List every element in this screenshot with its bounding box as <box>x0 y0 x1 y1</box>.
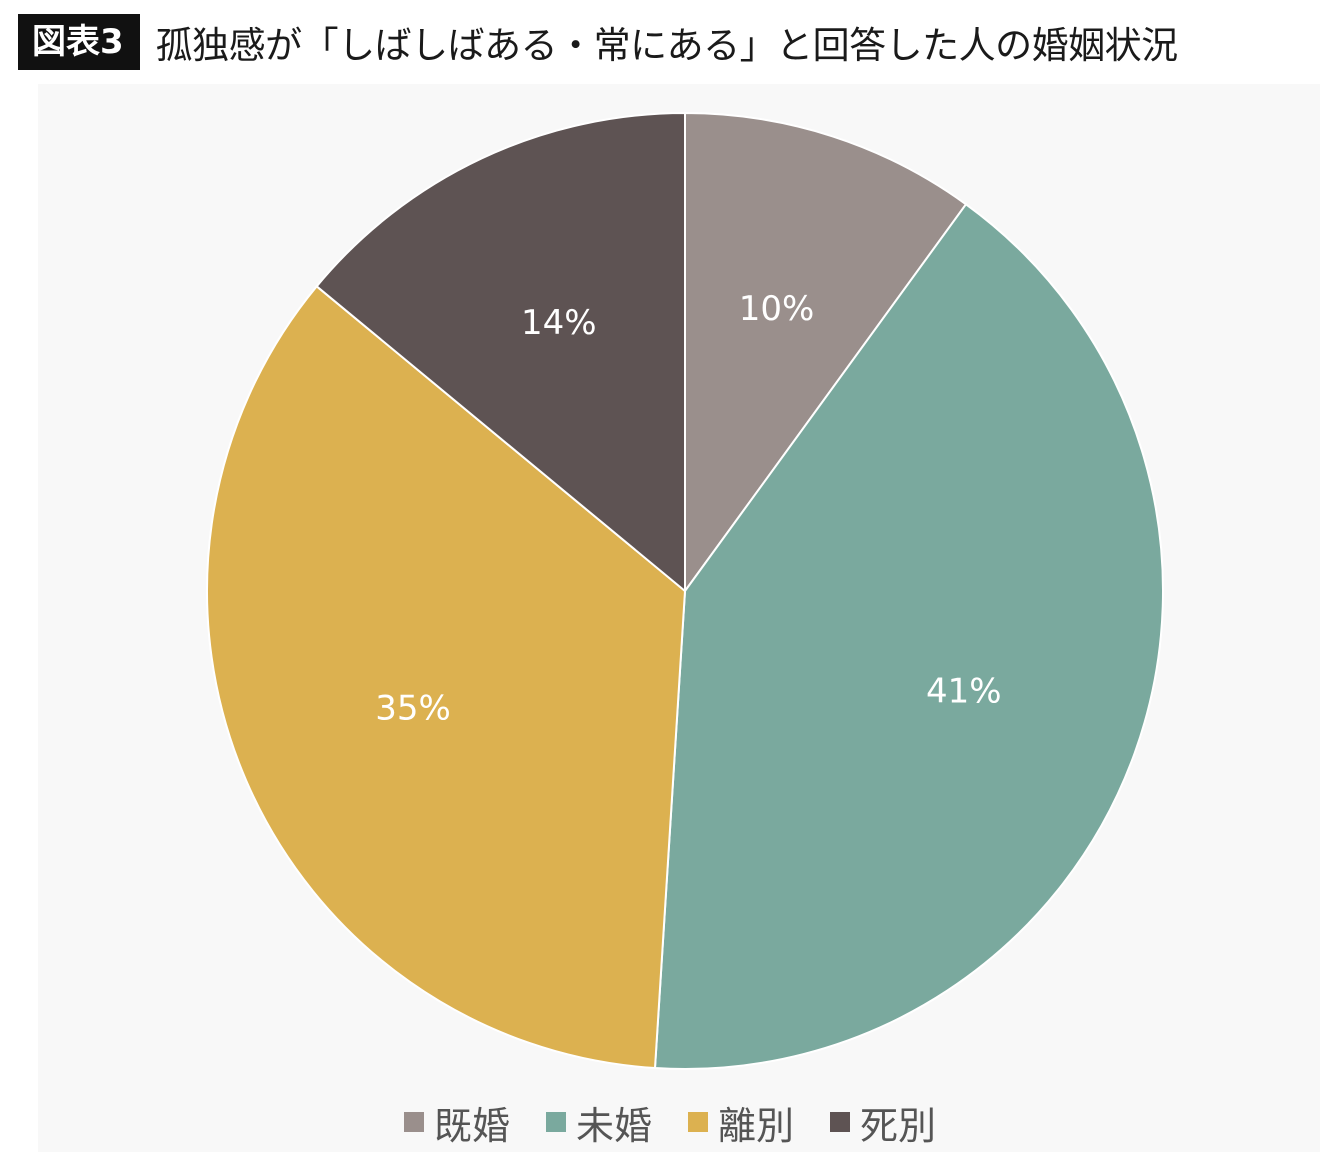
pie-slice-3 <box>206 284 687 1070</box>
figure-label: 図表3 <box>18 14 140 70</box>
pie-slice-label-3: 35% <box>375 689 451 729</box>
pie-slice-4 <box>315 111 686 594</box>
legend-item-2: 未婚 <box>545 1095 652 1150</box>
legend-item-3: 離別 <box>688 1095 794 1150</box>
pie-slice-1 <box>684 111 968 595</box>
pie-slice-label-2: 41% <box>926 671 1002 711</box>
chart-legend: 既婚 未婚 離別 死別 <box>0 1094 1340 1150</box>
pie-slice-label-4: 14% <box>521 303 597 343</box>
chart-title: 孤独感が「しばしばある・常にある」と回答した人の婚姻状況 <box>155 24 1179 67</box>
legend-label-4: 死別 <box>860 1103 937 1148</box>
legend-label-1: 既婚 <box>433 1103 510 1148</box>
chart-header: 図表3 孤独感が「しばしばある・常にある」と回答した人の婚姻状況 <box>18 14 1178 70</box>
legend-swatch-3 <box>688 1112 708 1132</box>
pie-slice-label-1: 10% <box>739 289 815 329</box>
pie-slice-labels: 10% 41% 35% 14% <box>375 289 1001 729</box>
legend-item-4: 死別 <box>830 1095 936 1150</box>
legend-label-3: 離別 <box>718 1103 795 1148</box>
legend-swatch-1 <box>403 1112 424 1132</box>
pie-slice-2 <box>653 202 1164 1070</box>
legend-swatch-2 <box>545 1112 566 1132</box>
legend-item-1: 既婚 <box>403 1095 510 1150</box>
legend-swatch-4 <box>830 1112 851 1132</box>
legend-label-2: 未婚 <box>575 1103 652 1148</box>
pie-slices <box>206 111 1164 1070</box>
